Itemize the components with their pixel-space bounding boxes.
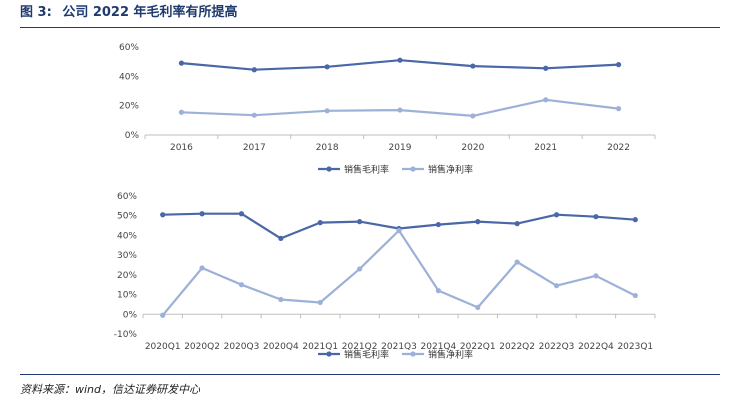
quarterly-xtick-label: 2021Q2 — [342, 342, 378, 352]
quarterly-ytick-label: 10% — [117, 291, 137, 301]
annual-data-point — [251, 112, 257, 118]
quarterly-data-point — [435, 221, 441, 228]
quarterly-data-point — [632, 292, 638, 299]
quarterly-data-point — [593, 214, 599, 220]
annual-data-point — [324, 64, 330, 70]
annual-legend-label: 销售毛利率 — [344, 164, 389, 176]
annual-data-point — [615, 106, 622, 112]
quarterly-data-point — [357, 219, 363, 225]
annual-xtick-label: 2016 — [170, 143, 193, 153]
annual-xtick-label: 2022 — [607, 143, 630, 153]
quarterly-data-point — [238, 282, 245, 288]
annual-ytick-label: 60% — [119, 43, 139, 53]
quarterly-xtick-label: 2022Q1 — [460, 342, 496, 352]
quarterly-legend-label: 销售毛利率 — [344, 349, 389, 361]
quarterly-data-point — [278, 296, 284, 303]
figure-label: 图 3: — [20, 5, 52, 20]
annual-data-point — [178, 60, 185, 66]
annual-xtick-label: 2017 — [243, 143, 266, 153]
quarterly-legend-marker — [326, 351, 332, 357]
quarterly-ytick-label: 30% — [117, 251, 137, 261]
source-note: 资料来源：wind，信达证券研发中心 — [20, 374, 720, 397]
quarterly-xtick-label: 2020Q4 — [263, 342, 299, 352]
quarterly-data-point — [160, 312, 166, 318]
figure-title-text: 公司 2022 年毛利率有所提高 — [62, 5, 238, 20]
annual-xtick-label: 2020 — [461, 143, 484, 153]
quarterly-ytick-label: 50% — [117, 212, 137, 222]
annual-ytick-label: 20% — [119, 102, 139, 112]
annual-data-point — [324, 108, 330, 114]
annual-margin-chart: 0% 20% 40% 60% 2016 2017 2018 2019 2020 2021 2022 销… — [119, 43, 656, 176]
annual-data-point — [470, 113, 476, 119]
annual-legend-label: 销售净利率 — [428, 164, 473, 176]
quarterly-data-point — [278, 235, 284, 241]
annual-xtick-label: 2018 — [316, 143, 339, 153]
quarterly-xtick-label: 2021Q3 — [381, 342, 417, 352]
annual-data-point — [543, 65, 549, 71]
quarterly-margin-chart: -10% 0% 10% 20% 30% 40% 50% 60% 2020Q1 2020Q2 2020… — [114, 192, 656, 361]
quarterly-ytick-label: 0% — [123, 310, 138, 320]
quarterly-xtick-label: 2021Q1 — [302, 342, 338, 352]
annual-data-point — [251, 67, 257, 73]
annual-legend-marker — [326, 166, 332, 172]
quarterly-data-point — [632, 217, 638, 223]
quarterly-data-point — [553, 283, 560, 289]
quarterly-data-point — [199, 211, 205, 217]
annual-data-point — [615, 62, 622, 68]
quarterly-xtick-label: 2022Q2 — [499, 342, 535, 352]
quarterly-xtick-label: 2022Q3 — [539, 342, 575, 352]
quarterly-xtick-label: 2023Q1 — [617, 342, 653, 352]
quarterly-data-point — [553, 212, 560, 218]
annual-legend-marker — [410, 166, 416, 172]
quarterly-data-point — [514, 221, 520, 227]
quarterly-ytick-label: 40% — [117, 231, 137, 241]
quarterly-data-point — [199, 265, 205, 271]
annual-data-point — [470, 63, 476, 69]
quarterly-ytick-label: 20% — [117, 271, 137, 281]
annual-xtick-label: 2021 — [534, 143, 557, 153]
quarterly-xtick-label: 2020Q1 — [145, 342, 181, 352]
quarterly-data-point — [357, 266, 363, 272]
annual-ytick-label: 0% — [125, 131, 140, 141]
quarterly-data-point — [317, 299, 323, 306]
annual-data-point — [397, 107, 403, 113]
quarterly-data-point — [317, 220, 323, 226]
quarterly-data-point — [593, 273, 599, 279]
quarterly-ytick-label: -10% — [114, 330, 138, 340]
figure-title: 图 3: 公司 2022 年毛利率有所提高 — [20, 3, 720, 28]
quarterly-data-point — [475, 219, 481, 225]
quarterly-series-line-net — [161, 229, 636, 317]
annual-xtick-label: 2019 — [389, 143, 412, 153]
quarterly-data-point — [514, 259, 520, 265]
quarterly-data-point — [160, 212, 166, 218]
quarterly-data-point — [475, 304, 481, 310]
quarterly-ytick-label: 60% — [117, 192, 137, 202]
quarterly-xtick-label: 2020Q2 — [184, 342, 220, 352]
quarterly-data-point — [435, 288, 441, 294]
quarterly-data-point — [238, 211, 245, 217]
annual-data-point — [543, 97, 549, 103]
annual-ytick-label: 40% — [119, 72, 139, 82]
quarterly-xtick-label: 2021Q4 — [421, 342, 457, 352]
quarterly-xtick-label: 2022Q4 — [578, 342, 614, 352]
quarterly-data-point — [396, 227, 402, 234]
annual-data-point — [397, 57, 403, 63]
annual-data-point — [178, 109, 185, 115]
quarterly-legend-marker — [410, 351, 416, 357]
quarterly-legend-label: 销售净利率 — [428, 349, 473, 361]
quarterly-xtick-label: 2020Q3 — [224, 342, 260, 352]
